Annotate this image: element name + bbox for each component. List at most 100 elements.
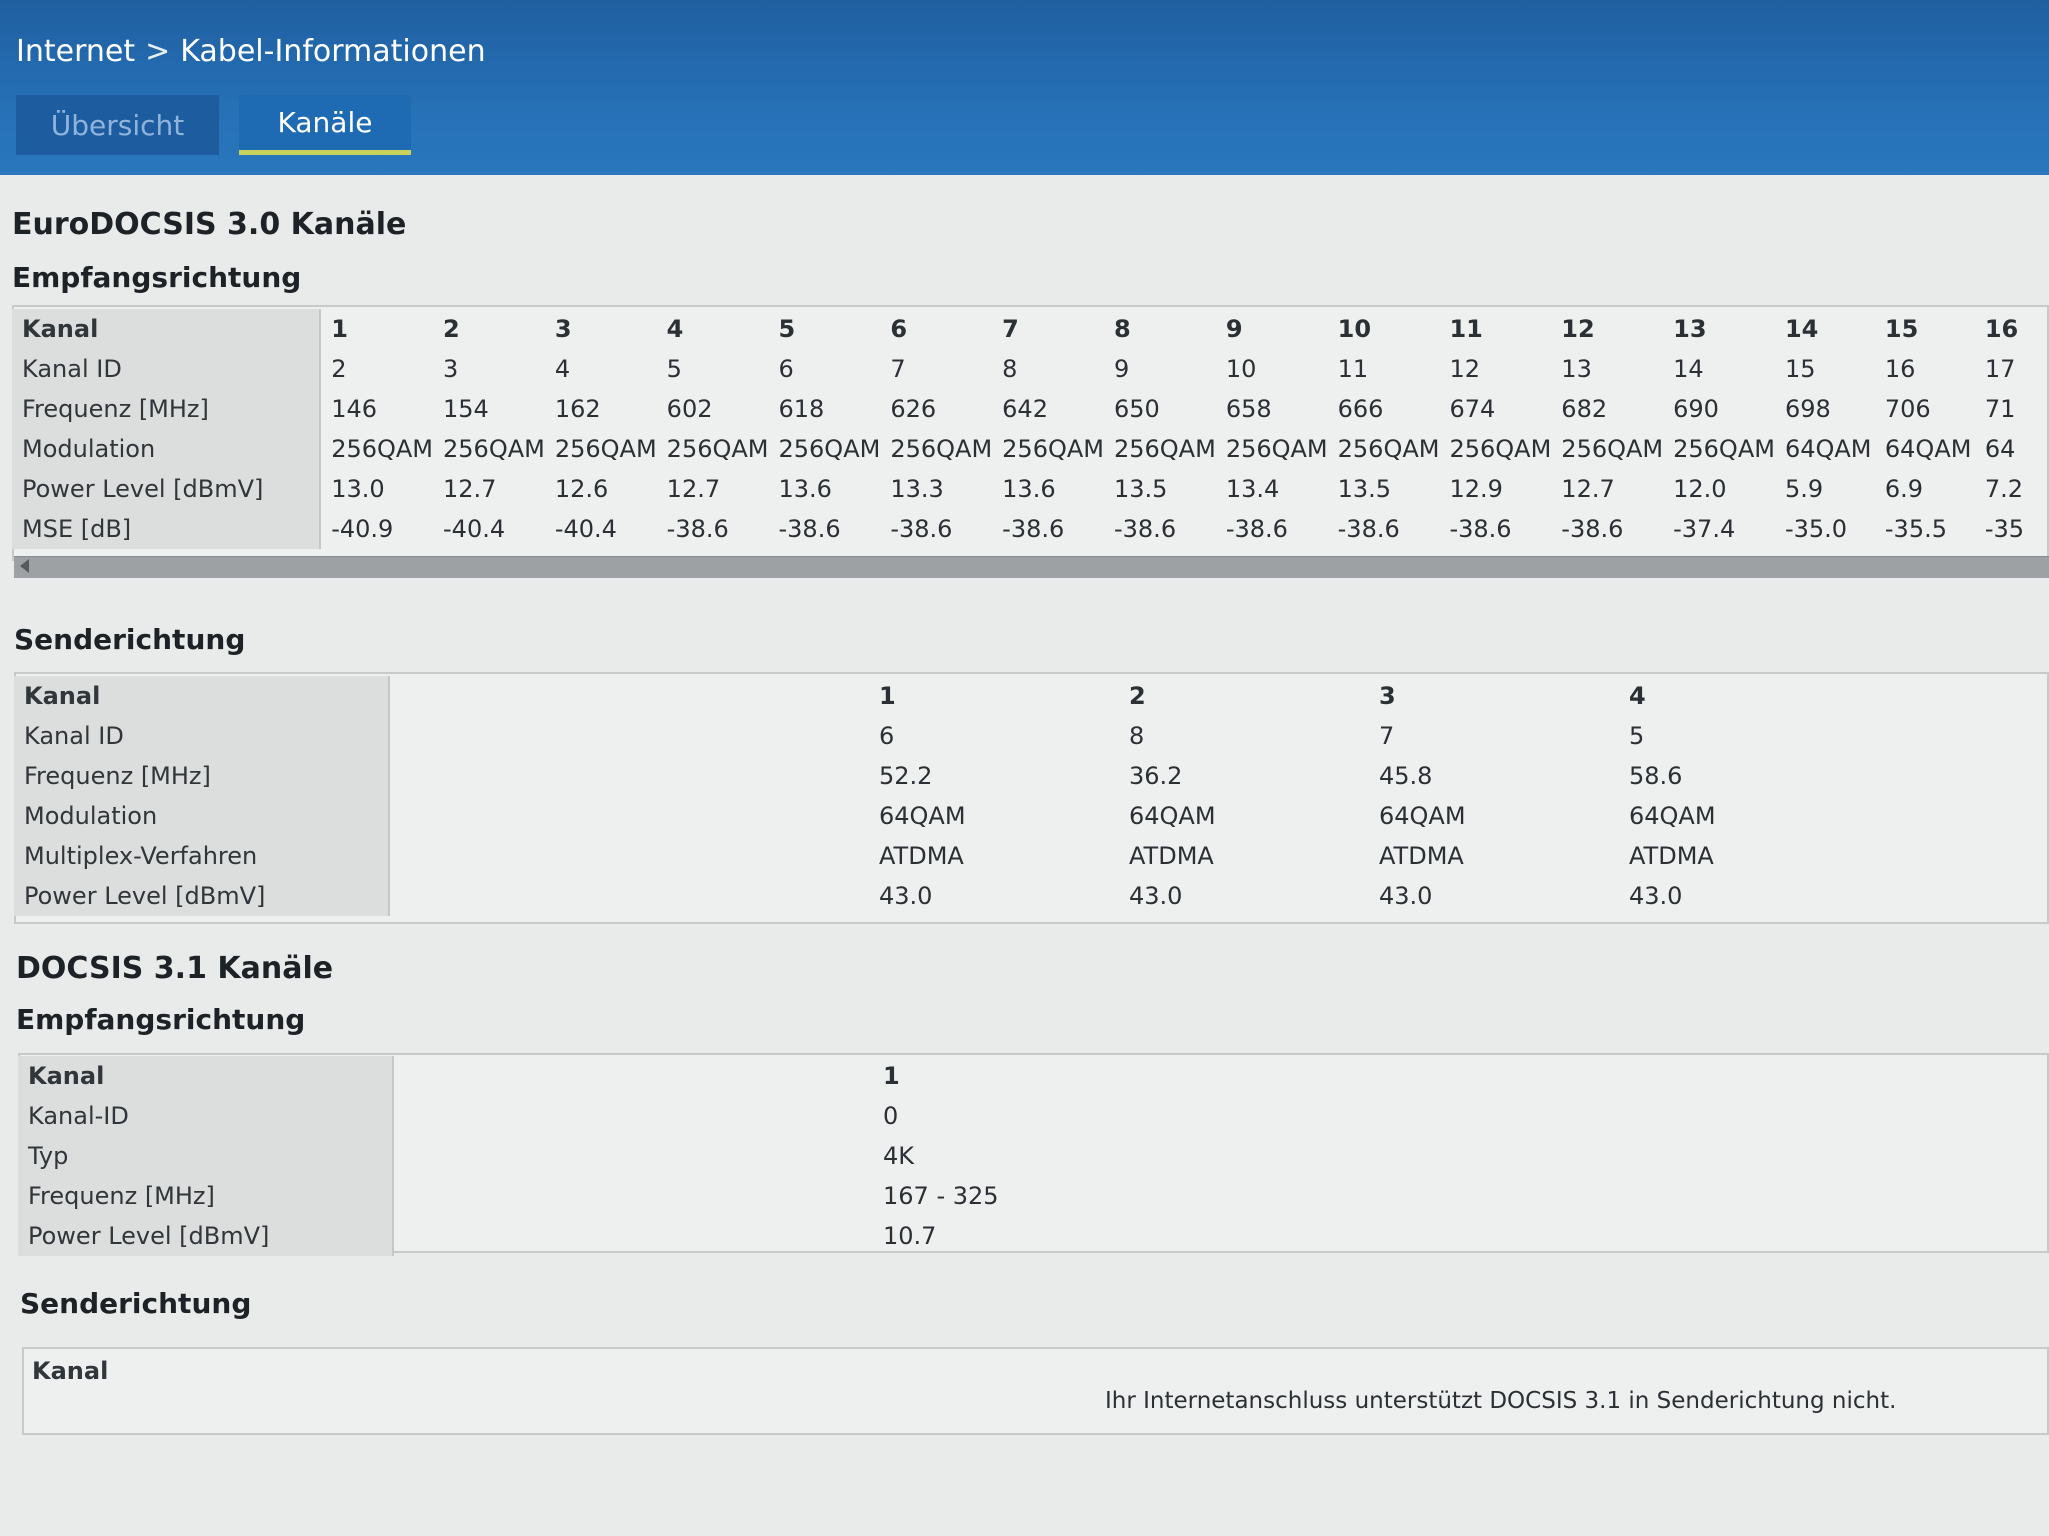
table-cell: -40.4: [554, 515, 617, 543]
table-cell: 7.2: [1984, 475, 2023, 503]
row-label: Kanal ID: [12, 349, 322, 389]
ds31-table: Kanal 1 Kanal-ID 0 Typ 4K Frequenz [MHz] 167 - …: [18, 1056, 1000, 1256]
table-row: Multiplex-Verfahren ATDMA ATDMA ATDMA ATDMA: [14, 836, 1869, 876]
main-content: EuroDOCSIS 3.0 Kanäle Empfangsrichtung K…: [0, 175, 2049, 1536]
table-cell: 9: [1225, 315, 1243, 343]
table-cell: -38.6: [666, 515, 729, 543]
table-cell: 1: [883, 1062, 900, 1090]
table-row: Modulation 64QAM 64QAM 64QAM 64QAM: [14, 796, 1869, 836]
table-cell: -38.6: [1337, 515, 1400, 543]
row-label: Multiplex-Verfahren: [14, 836, 390, 876]
spacer-cell: [389, 716, 869, 756]
table-cell: 5: [666, 355, 682, 383]
table-cell: 64QAM: [1629, 802, 1716, 830]
table-cell: ATDMA: [879, 842, 964, 870]
table-row: Kanal: [22, 1351, 397, 1391]
table-cell: 650: [1113, 395, 1160, 423]
table-cell: 256QAM: [778, 435, 881, 463]
table-cell: 10: [1337, 315, 1372, 343]
subsection-title-us31: Senderichtung: [20, 1287, 252, 1320]
table-row: Kanal ID 6 8 7 5: [14, 716, 1869, 756]
subsection-title-ds30: Empfangsrichtung: [12, 261, 302, 294]
spacer-cell: [389, 756, 869, 796]
breadcrumb-root[interactable]: Internet: [16, 34, 136, 69]
table-cell: 9: [1113, 355, 1130, 383]
table-cell: ATDMA: [1379, 842, 1464, 870]
table-cell: 12.7: [443, 475, 497, 503]
table-row: Kanal 1 2 3 4 5 6 7 8 9 10 11 12 13 14 15 16: [12, 309, 2049, 349]
table-cell: 15: [1784, 355, 1816, 383]
spacer-cell: [393, 1096, 873, 1136]
table-cell: 618: [778, 395, 825, 423]
table-cell: 256QAM: [1449, 435, 1552, 463]
table-cell: 11: [1337, 355, 1369, 383]
table-cell: 146: [331, 395, 377, 423]
table-cell: 690: [1673, 395, 1719, 423]
table-cell: 45.8: [1379, 762, 1433, 790]
table-cell: 256QAM: [1337, 435, 1440, 463]
table-cell: -40.9: [331, 515, 394, 543]
table-cell: 12.6: [554, 475, 609, 503]
table-row: Typ 4K: [18, 1136, 999, 1176]
table-cell: 7: [1002, 315, 1019, 343]
table-cell: -38.6: [890, 515, 953, 543]
row-label: MSE [dB]: [12, 509, 322, 549]
table-cell: 256QAM: [1002, 435, 1104, 463]
table-cell: 64QAM: [1129, 802, 1216, 830]
table-cell: 167 - 325: [883, 1182, 999, 1210]
table-cell: -35.5: [1884, 515, 1947, 543]
scroll-left-arrow-icon[interactable]: [20, 559, 29, 573]
table-cell: 666: [1337, 395, 1384, 423]
table-cell: 64: [1984, 435, 2016, 463]
table-cell: 13.3: [890, 475, 944, 503]
table-cell: 1: [879, 682, 896, 710]
table-cell: 6: [879, 722, 895, 750]
table-cell: 6: [890, 315, 908, 343]
app-header: Internet > Kabel-Informationen Übersicht…: [0, 0, 2049, 175]
horizontal-scrollbar[interactable]: [14, 556, 2049, 578]
table-row: Kanal 1: [18, 1056, 999, 1096]
table-cell: 256QAM: [1113, 435, 1216, 463]
tab-channels[interactable]: Kanäle: [239, 95, 411, 155]
table-row: Frequenz [MHz] 52.2 36.2 45.8 58.6: [14, 756, 1869, 796]
table-cell: 4: [1629, 682, 1646, 710]
tab-overview[interactable]: Übersicht: [16, 95, 219, 155]
table-cell: 162: [554, 395, 601, 423]
ds30-table-frame: [12, 305, 2049, 561]
row-label: Typ: [18, 1136, 394, 1176]
table-cell: 13.5: [1337, 475, 1392, 503]
table-cell: 64QAM: [879, 802, 966, 830]
table-cell: 64QAM: [1379, 802, 1466, 830]
table-cell: 12.0: [1673, 475, 1727, 503]
row-label: Kanal: [14, 676, 390, 716]
table-cell: 12: [1449, 355, 1481, 383]
section-title-docsis30: EuroDOCSIS 3.0 Kanäle: [12, 207, 407, 242]
table-row: Power Level [dBmV] 43.0 43.0 43.0 43.0: [14, 876, 1869, 916]
us31-table-frame: [22, 1347, 2049, 1435]
spacer-cell: [389, 796, 869, 836]
spacer-cell: [389, 836, 869, 876]
table-cell: 13.4: [1225, 475, 1280, 503]
table-cell: 3: [1379, 682, 1396, 710]
table-cell: 15: [1884, 315, 1919, 343]
table-cell: 71: [1984, 395, 2016, 423]
table-cell: 4: [666, 315, 684, 343]
row-label: Kanal-ID: [18, 1096, 394, 1136]
table-cell: 2: [331, 355, 347, 383]
table-cell: 256QAM: [890, 435, 993, 463]
table-cell: 8: [1129, 722, 1145, 750]
table-cell: 13.6: [778, 475, 832, 503]
subsection-title-us30: Senderichtung: [14, 623, 246, 656]
spacer-cell: [389, 676, 869, 716]
table-cell: 7: [890, 355, 906, 383]
table-cell: 154: [443, 395, 489, 423]
table-row: Frequenz [MHz] 167 - 325: [18, 1176, 999, 1216]
table-row: Power Level [dBmV] 10.7: [18, 1216, 999, 1256]
table-cell: 706: [1884, 395, 1931, 423]
breadcrumb: Internet > Kabel-Informationen: [16, 34, 486, 69]
table-cell: 5.9: [1784, 475, 1824, 503]
table-cell: 7: [1379, 722, 1395, 750]
row-label: Frequenz [MHz]: [18, 1176, 394, 1216]
table-cell: 3: [443, 355, 459, 383]
table-cell: 12: [1561, 315, 1595, 343]
